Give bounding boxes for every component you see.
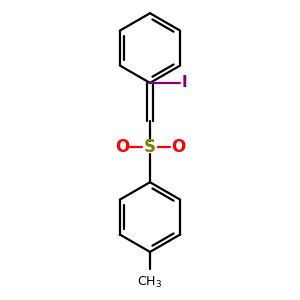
Text: O: O: [171, 138, 185, 156]
Text: S: S: [144, 138, 156, 156]
Text: I: I: [182, 75, 188, 90]
Text: CH$_3$: CH$_3$: [137, 274, 163, 290]
Text: O: O: [115, 138, 129, 156]
